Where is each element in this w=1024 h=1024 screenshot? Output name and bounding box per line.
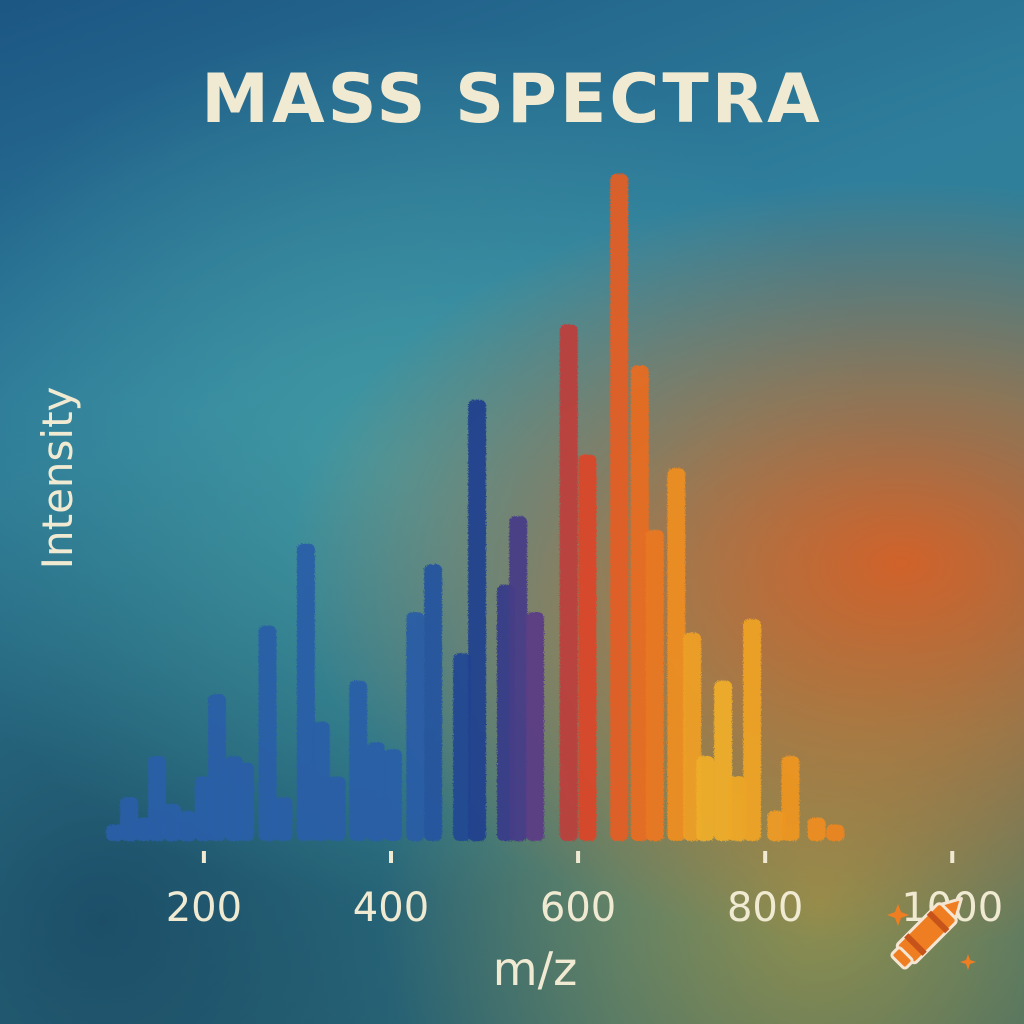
spectrum-bar-5 bbox=[163, 803, 182, 841]
crayon-logo-icon bbox=[887, 897, 976, 970]
spectrum-bar-11 bbox=[258, 625, 277, 841]
spectrum-bar-8 bbox=[208, 694, 226, 841]
spectrum-bar-31 bbox=[667, 468, 686, 841]
spectrum-bar-13 bbox=[296, 543, 315, 841]
spectrum-bar-25 bbox=[526, 612, 544, 841]
y-axis-label: Intensity bbox=[33, 387, 82, 570]
x-axis-label: m/z bbox=[493, 942, 577, 996]
spectrum-bar-20 bbox=[424, 564, 443, 841]
spectrum-bar-19 bbox=[406, 612, 425, 841]
spectrum-bar-12 bbox=[274, 797, 293, 841]
spectrum-bar-21 bbox=[453, 653, 472, 841]
spectrum-bar-40 bbox=[826, 824, 845, 841]
chart-title: MASS SPECTRA bbox=[201, 60, 822, 139]
x-tick-label-600: 600 bbox=[540, 885, 616, 931]
x-tick-label-400: 400 bbox=[353, 885, 429, 931]
spectrum-bar-15 bbox=[327, 776, 346, 841]
spectrum-bar-10 bbox=[236, 762, 255, 841]
spectrum-bar-16 bbox=[349, 680, 368, 841]
spectrum-bar-35 bbox=[728, 776, 747, 841]
spectrum-bar-30 bbox=[645, 529, 664, 841]
spectrum-bar-38 bbox=[781, 756, 800, 841]
spectrum-bar-17 bbox=[367, 742, 385, 842]
spectrum-bar-33 bbox=[696, 756, 715, 841]
spectrum-bar-29 bbox=[630, 365, 649, 841]
spectrum-bar-1 bbox=[106, 824, 124, 841]
spectrum-bar-28 bbox=[610, 173, 629, 841]
spectrum-bar-37 bbox=[767, 810, 786, 842]
spectrum-bar-36 bbox=[743, 619, 762, 841]
spectrum-bar-22 bbox=[468, 399, 487, 842]
spectrum-bar-6 bbox=[178, 810, 197, 842]
x-tick-label-200: 200 bbox=[166, 885, 242, 931]
x-tick-label-800: 800 bbox=[727, 885, 803, 931]
spectrum-bar-26 bbox=[559, 324, 578, 841]
spectrum-bar-4 bbox=[148, 756, 167, 841]
spectrum-bar-34 bbox=[714, 680, 733, 841]
spectrum-bar-24 bbox=[509, 516, 528, 841]
spectrum-bar-14 bbox=[311, 721, 330, 841]
spectrum-bar-18 bbox=[383, 749, 402, 841]
spectrum-bar-2 bbox=[120, 797, 139, 841]
bars-group bbox=[106, 173, 845, 842]
spectrum-bar-27 bbox=[578, 454, 597, 841]
spectrum-bar-39 bbox=[807, 817, 826, 841]
